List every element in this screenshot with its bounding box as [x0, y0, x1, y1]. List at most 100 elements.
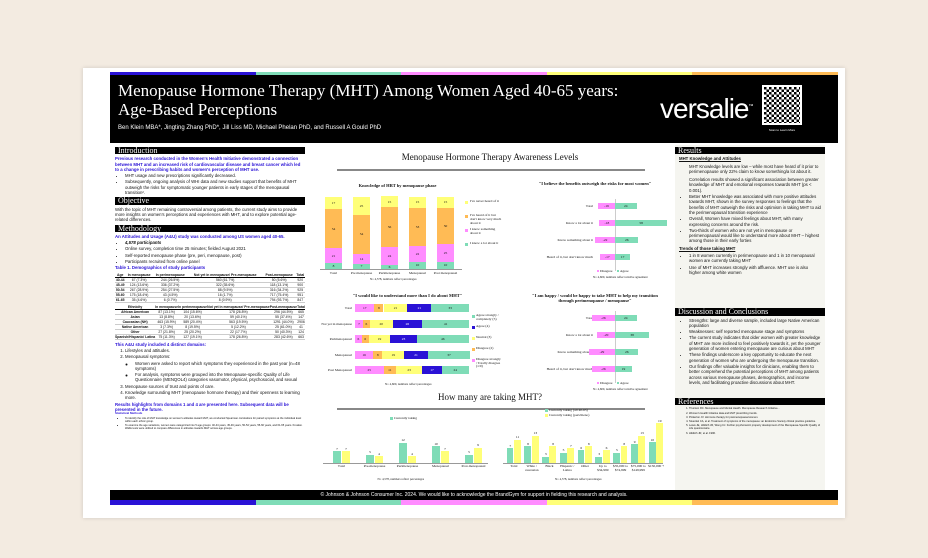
references-heading: References [675, 397, 825, 406]
bar [638, 435, 646, 463]
y-tick-label: Know a lot about it [565, 333, 593, 337]
qr-code[interactable] [762, 85, 802, 125]
table-cell: 8 (0.9%) [187, 297, 263, 303]
table-cell: 244 (26.5%) [152, 277, 188, 283]
table-cell: 118 (13.1%) [262, 282, 296, 288]
table-cell: 27 (21.8%) [155, 329, 179, 335]
chart-title: Knowledge of HRT by menopause phase [358, 183, 437, 188]
table-row: Spanish/Hispanic/ Latina 75 (11.3%) 127 (1… [115, 334, 305, 340]
bar-segment: 10 [409, 261, 426, 269]
zero-line [615, 199, 616, 271]
data-label: 7 [444, 446, 446, 451]
bar-segment: 24 [381, 247, 398, 265]
data-label: 7 [509, 443, 512, 448]
methods-heading: Methodology [115, 224, 305, 232]
x-tick-label: $75,000 to $149,999 [630, 464, 646, 472]
bar-segment: 24 [441, 366, 469, 374]
data-label: 7 [336, 446, 338, 451]
column-header: Total [297, 304, 305, 310]
bar-segment: 26 [392, 319, 423, 328]
legend-swatch [597, 270, 599, 272]
x-tick-label: $150,000 + [648, 464, 665, 468]
x-tick-label: Other [581, 464, 589, 468]
data-label: 8 [587, 441, 590, 446]
table-row: Native American 3 (7.3%) 8 (19.5%) 5 (12.2%… [115, 324, 305, 330]
column-header: Post-menopause [269, 304, 298, 310]
methods-bullet: Participants recruited from online panel [125, 259, 305, 264]
table-title: Table 1. Demographics of study participa… [115, 265, 206, 271]
legend-label: Currently taking (peri/meno) [549, 413, 590, 417]
bar [440, 451, 449, 463]
reference-item: Lewis JE, Hilditch JR, Wong CJ. Further … [689, 424, 821, 430]
legend-swatch [472, 359, 475, 362]
results-bullet: Use of MHT increases strongly with afflu… [689, 265, 821, 276]
bar-agree: 26 [615, 349, 639, 355]
reference-item: Stuenkel CA, et al. Treatment of symptom… [689, 420, 821, 423]
x-tick-label: Pre menopause [350, 271, 373, 275]
bar-segment: 6 [361, 335, 369, 343]
bar-disagree: -18 [598, 220, 615, 226]
legend-label: I know a lot about it [470, 241, 499, 245]
bar-segment: 25 [355, 366, 384, 374]
bar-segment: 11 [383, 366, 397, 374]
legend-swatch [545, 414, 548, 417]
bar [656, 423, 663, 463]
x-tick-label: Menopausal [431, 464, 450, 468]
happy-chart: "I am happy / would be happy to take MHT… [520, 293, 670, 391]
x-axis [320, 269, 462, 270]
domain-item: Knowledge surrounding MHT (menopause hor… [125, 390, 305, 401]
table-row: 61-65 35 (4.6%) 6 (0.7%) 8 (0.9%) 794 (93.7%… [115, 297, 305, 303]
table-cell: 147 [297, 314, 305, 320]
domain-item: Lifestyles and attitudes. [125, 348, 305, 353]
data-label: 4 [411, 451, 413, 456]
legend-swatch [472, 326, 475, 329]
table-cell: 40-44 [115, 277, 126, 283]
results-paragraph: Correlation results showed a significant… [689, 177, 819, 193]
objective-heading: Objective [115, 197, 305, 205]
bar-segment: 16 [355, 350, 374, 359]
bar [595, 456, 603, 463]
legend-label: Agree [620, 381, 629, 385]
chart-note: N= 4,578, numbers reflect percentages [377, 477, 425, 481]
bar-segment: 20 [369, 319, 393, 328]
table-cell: 2906 [297, 319, 305, 325]
table-cell: 463 (15.9%) [155, 319, 179, 325]
bar-segment: 8 [373, 350, 383, 359]
table-cell: 5 (12.2%) [207, 324, 270, 330]
table-header-row: Ethnicity In menopause In perimenopause Not… [115, 304, 305, 310]
understand-chart: "I would like to understand more than I … [315, 293, 500, 388]
authors: Ben Klein MBA*, Jingting Zhang PhD*, Jil… [118, 125, 382, 131]
methods-lead: An Attitudes and Usage (A&U) study was c… [115, 233, 285, 239]
table-cell: 55-60 [115, 292, 126, 298]
bar-agree: 26 [615, 237, 639, 243]
table-row: African American 87 (13.1%) 104 (15.6%) 178… [115, 309, 305, 315]
symptom-bullet: For analysis, symptoms were grouped into… [135, 372, 305, 383]
bar-disagree: -29 [588, 349, 615, 355]
bar-agree: 24 [615, 203, 637, 209]
column-header: Ethnicity [115, 304, 156, 310]
table-cell: African American [115, 309, 156, 315]
bar [341, 451, 350, 463]
bar-segment: 21 [404, 350, 428, 359]
bar-segment: 17 [422, 366, 442, 374]
chart-note: N= 4,578, numbers reflect percentages [555, 477, 602, 481]
bar-segment: 17 [325, 197, 342, 210]
table-cell: Native American [115, 324, 156, 330]
table-cell: 316 (34.2%) [262, 287, 296, 293]
table-row: 50-54 267 (28.9%) 254 (27.5%) 88 (9.5%) 316 … [115, 287, 305, 293]
table-cell: 25 (61.0%) [269, 324, 298, 330]
y-tick-label: Know something about it [557, 238, 593, 242]
table-cell: 267 (28.9%) [125, 287, 153, 293]
x-tick-label: Total [337, 464, 346, 468]
divider [337, 169, 645, 171]
table-cell: 336 (37.2%) [152, 282, 188, 288]
bar-segment: 21 [325, 248, 342, 264]
table-cell: 6 (0.7%) [152, 297, 188, 303]
y-tick-label: Total [585, 204, 593, 208]
table-cell: Other [115, 329, 156, 335]
bar [431, 446, 440, 463]
table-cell: 1291 (44.0%) [269, 319, 298, 325]
table-cell: 75 (11.3%) [155, 334, 179, 340]
data-label: 5 [615, 448, 618, 452]
intro-bullet: Subsequently, ongoing analysis of WHI da… [125, 179, 305, 195]
